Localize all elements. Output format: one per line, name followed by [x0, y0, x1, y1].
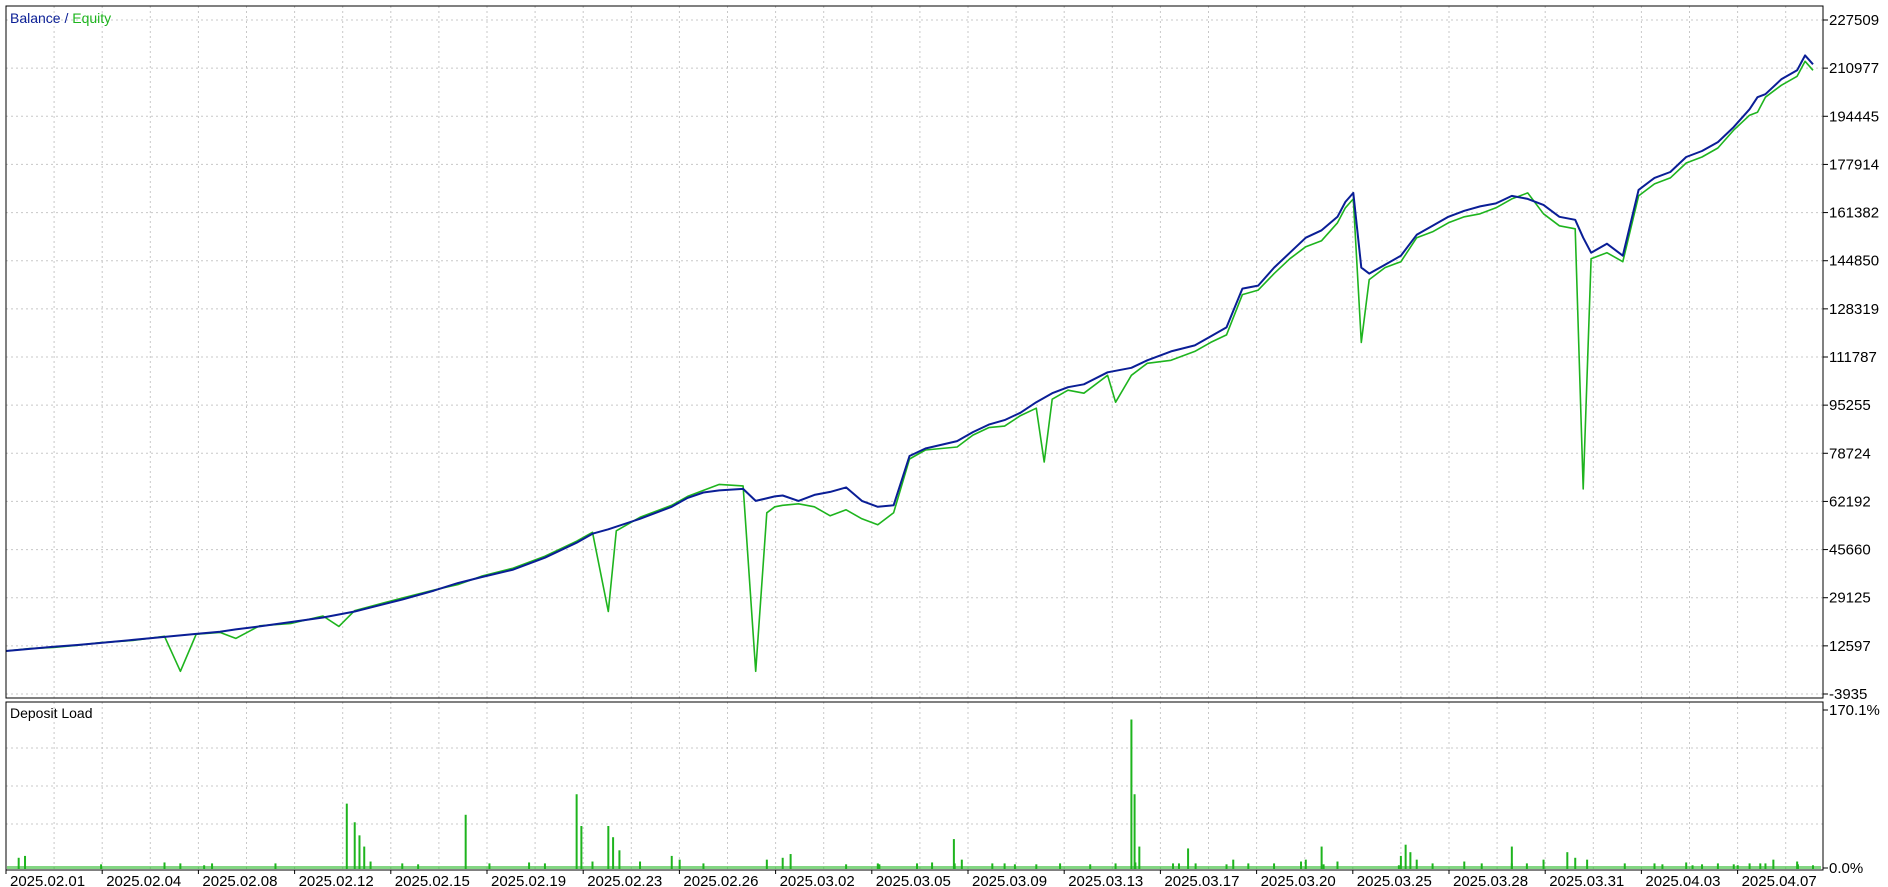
x-tick-label: 2025.03.13	[1068, 873, 1143, 887]
chart-legend: Balance / Equity	[10, 10, 111, 26]
x-tick-label: 2025.02.15	[395, 873, 470, 887]
x-tick-label: 2025.03.17	[1164, 873, 1239, 887]
load-y-axis: 170.1% 0.0%	[1823, 702, 1880, 877]
balance-equity-pane: 227509 210977 194445 177914 161382 144850 1283…	[5, 5, 1879, 703]
x-tick-label: 2025.02.01	[10, 873, 85, 887]
y-tick-label: 45660	[1829, 542, 1871, 559]
y-tick-label: 62192	[1829, 493, 1871, 510]
x-tick-label: 2025.02.23	[587, 873, 662, 887]
x-tick-label: 2025.03.05	[876, 873, 951, 887]
load-grid	[6, 702, 1823, 870]
x-tick-label: 2025.02.04	[106, 873, 181, 887]
y-tick-label: 177914	[1829, 156, 1879, 173]
y-tick-label: 29125	[1829, 590, 1871, 607]
load-y-tick-label: 0.0%	[1829, 860, 1863, 877]
x-tick-label: 2025.03.31	[1549, 873, 1624, 887]
y-tick-label: 12597	[1829, 638, 1871, 655]
x-tick-label: 2025.04.07	[1742, 873, 1817, 887]
main-y-axis: 227509 210977 194445 177914 161382 144850 1283…	[1823, 12, 1879, 703]
y-tick-label: 95255	[1829, 397, 1871, 414]
legend-balance: Balance	[10, 10, 61, 26]
x-tick-label: 2025.03.20	[1261, 873, 1336, 887]
main-pane-frame	[5, 5, 1824, 699]
y-tick-label: -3935	[1829, 686, 1867, 703]
load-pane-frame	[5, 701, 1824, 871]
y-tick-label: 128319	[1829, 301, 1879, 318]
y-tick-label: 227509	[1829, 12, 1879, 29]
x-axis: 2025.02.01 2025.02.04 2025.02.08 2025.02.12…	[5, 870, 1817, 887]
y-tick-label: 194445	[1829, 108, 1879, 125]
load-y-tick-label: 170.1%	[1829, 702, 1880, 719]
deposit-load-title: Deposit Load	[10, 705, 93, 721]
deposit-load-pane: 170.1% 0.0% Deposit Load	[5, 701, 1880, 877]
main-series	[5, 54, 1814, 673]
x-tick-label: 2025.02.08	[202, 873, 277, 887]
main-grid	[6, 6, 1823, 698]
legend-separator: /	[61, 10, 73, 26]
series-line-balance	[5, 54, 1814, 652]
y-tick-label: 144850	[1829, 253, 1879, 270]
x-tick-label: 2025.02.12	[299, 873, 374, 887]
y-tick-label: 210977	[1829, 60, 1879, 77]
series-line-equity	[5, 60, 1814, 673]
load-baseline	[7, 866, 1821, 869]
deposit-load-series	[7, 719, 1821, 869]
x-tick-label: 2025.02.26	[683, 873, 758, 887]
x-tick-label: 2025.03.28	[1453, 873, 1528, 887]
y-tick-label: 161382	[1829, 205, 1879, 222]
x-tick-label: 2025.03.02	[780, 873, 855, 887]
x-tick-label: 2025.02.19	[491, 873, 566, 887]
x-tick-label: 2025.04.03	[1645, 873, 1720, 887]
y-tick-label: 78724	[1829, 445, 1871, 462]
legend-equity: Equity	[72, 10, 111, 26]
x-tick-label: 2025.03.25	[1357, 873, 1432, 887]
x-tick-label: 2025.03.09	[972, 873, 1047, 887]
y-tick-label: 111787	[1829, 349, 1877, 366]
